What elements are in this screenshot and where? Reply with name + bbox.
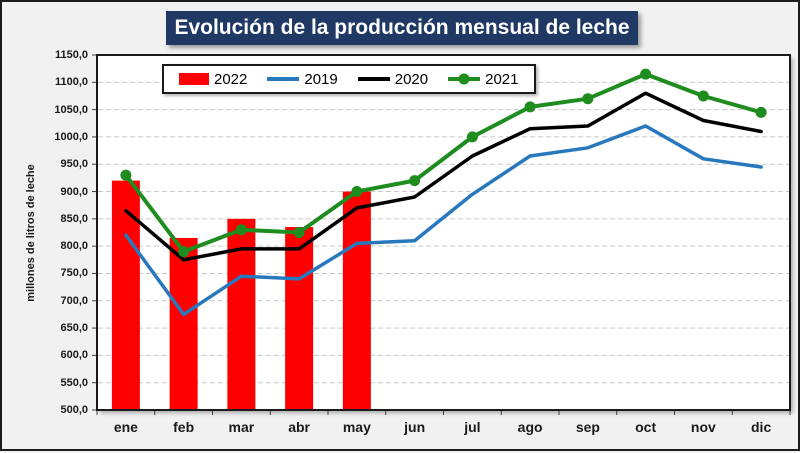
x-tick-label-oct: oct: [635, 419, 657, 435]
x-tick-label-may: may: [342, 419, 371, 435]
x-tick-label-dic: dic: [751, 419, 772, 435]
y-tick-label: 950,0: [60, 158, 88, 171]
marker-2021-feb: [178, 246, 190, 258]
chart-title-box: Evolución de la producción mensual de le…: [166, 11, 638, 45]
legend-swatch-line: [357, 77, 390, 81]
y-tick-label: 1000,0: [54, 130, 88, 143]
x-tick-label-jun: jun: [404, 419, 426, 435]
y-tick-label: 1150,0: [54, 49, 88, 61]
legend-swatch-line: [267, 77, 300, 81]
marker-2021-may: [351, 186, 363, 198]
x-tick-label-mar: mar: [228, 419, 255, 435]
line-2020: [124, 91, 763, 262]
marker-2021-sep: [582, 93, 594, 105]
legend-swatch-line: [448, 73, 481, 85]
x-tick-label-sep: sep: [575, 419, 600, 435]
y-tick-label: 600,0: [60, 349, 88, 362]
marker-2021-ene: [120, 169, 132, 181]
x-tick-label-abr: abr: [288, 419, 311, 435]
x-tick-label-nov: nov: [690, 419, 716, 435]
y-tick-label: 550,0: [60, 376, 88, 389]
legend-label: 2021: [485, 70, 519, 88]
bar-2022-ene: [111, 180, 140, 410]
bar-2022-abr: [285, 227, 314, 410]
marker-2021-nov: [697, 90, 709, 102]
x-tick-label-feb: feb: [173, 419, 195, 435]
y-tick-label: 1100,0: [54, 76, 88, 89]
plot-border: [96, 54, 791, 411]
marker-2021-jun: [409, 175, 421, 187]
marker-2021-jul: [466, 131, 478, 143]
legend-item-2019: 2019: [267, 70, 338, 88]
x-tick-label-ago: ago: [517, 419, 543, 435]
y-tick-label: 800,0: [60, 240, 88, 253]
marker-2021-abr: [293, 227, 305, 238]
marker-2021-ago: [524, 101, 536, 113]
legend-item-2022: 2022: [179, 71, 247, 88]
legend-label: 2020: [394, 70, 429, 88]
bar-2022-may: [342, 191, 371, 410]
marker-2021-dic: [755, 106, 767, 118]
legend-label: 2022: [214, 70, 248, 88]
y-tick-label: 900,0: [60, 185, 88, 198]
line-2019: [124, 124, 763, 317]
legend-marker-dot: [458, 73, 470, 85]
legend-item-2020: 2020: [357, 70, 429, 88]
chart-title: Evolución de la producción mensual de le…: [174, 16, 630, 39]
legend-label: 2019: [304, 70, 338, 88]
y-tick-label: 650,0: [60, 322, 88, 335]
y-tick-label: 750,0: [60, 267, 88, 280]
y-tick-label: 850,0: [60, 212, 88, 225]
chart-legend: 2022 2019 2020 2021: [162, 64, 536, 94]
legend-swatch-bar: [179, 73, 209, 85]
bar-2022-feb: [169, 237, 198, 410]
y-tick-label: 1050,0: [54, 103, 88, 116]
x-tick-label-jul: jul: [464, 419, 481, 435]
line-2021: [123, 72, 764, 254]
marker-2021-oct: [640, 68, 652, 80]
legend-item-2021: 2021: [448, 70, 519, 88]
x-tick-label-ene: ene: [113, 419, 138, 435]
plot-area: [97, 55, 790, 410]
y-tick-label: 700,0: [60, 294, 88, 307]
y-tick-label: 500,0: [60, 404, 88, 416]
marker-2021-mar: [235, 224, 247, 236]
